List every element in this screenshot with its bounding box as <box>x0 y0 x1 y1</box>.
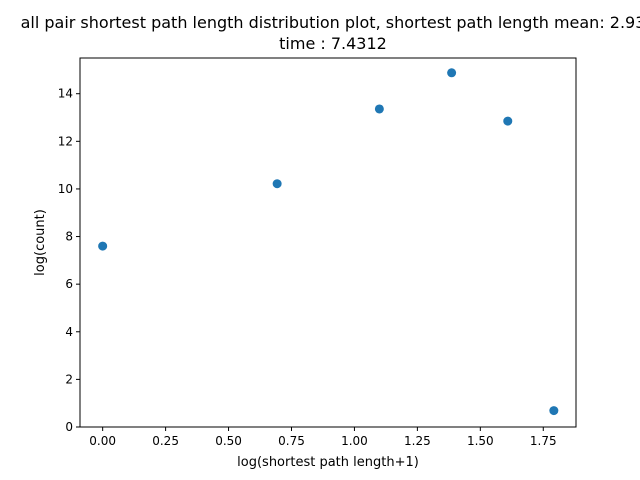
data-point <box>272 179 282 189</box>
data-point <box>447 68 457 78</box>
x-tick-label: 0.75 <box>278 434 305 448</box>
x-tick-label: 1.25 <box>404 434 431 448</box>
y-axis: 0 2 4 6 8 10 12 14 <box>58 87 80 434</box>
y-tick-label: 14 <box>58 87 73 101</box>
x-axis-label: log(shortest path length+1) <box>237 455 419 470</box>
axes-frame <box>79 57 577 428</box>
chart-subtitle: time : 7.4312 <box>279 34 387 53</box>
y-tick-label: 8 <box>65 230 73 244</box>
x-tick-label: 1.00 <box>341 434 368 448</box>
y-tick-label: 12 <box>58 134 73 148</box>
x-tick-label: 1.50 <box>467 434 494 448</box>
y-tick-label: 2 <box>65 372 73 386</box>
chart-title: all pair shortest path length distributi… <box>21 13 640 32</box>
data-point <box>98 241 108 251</box>
data-point <box>374 104 384 114</box>
y-axis-label: log(count) <box>33 209 48 276</box>
x-axis: 0.00 0.25 0.50 0.75 1.00 1.25 1.50 1.75 <box>89 427 557 448</box>
y-tick-label: 10 <box>58 182 73 196</box>
y-tick-label: 4 <box>65 325 73 339</box>
x-tick-label: 0.00 <box>89 434 116 448</box>
x-tick-label: 1.75 <box>530 434 557 448</box>
y-tick-label: 6 <box>65 277 73 291</box>
data-points <box>98 68 559 416</box>
data-point <box>503 116 513 126</box>
data-point <box>549 406 559 416</box>
y-tick-label: 0 <box>65 420 73 434</box>
x-tick-label: 0.25 <box>152 434 179 448</box>
x-tick-label: 0.50 <box>215 434 242 448</box>
